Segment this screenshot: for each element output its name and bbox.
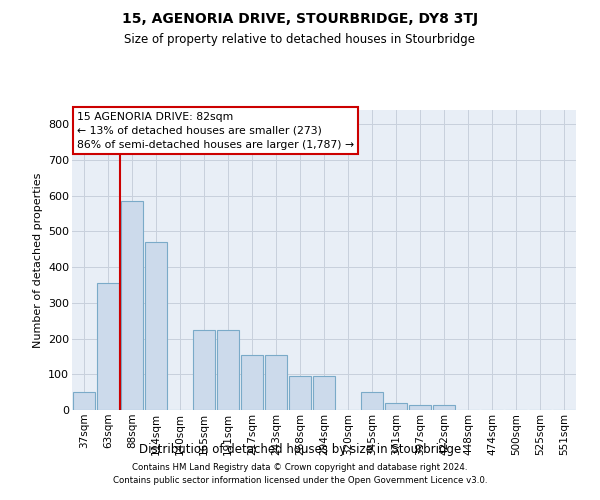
Text: 15 AGENORIA DRIVE: 82sqm
← 13% of detached houses are smaller (273)
86% of semi-: 15 AGENORIA DRIVE: 82sqm ← 13% of detach… (77, 112, 354, 150)
Bar (193, 330, 215, 410)
Bar (313, 376, 335, 410)
Bar (241, 354, 263, 410)
Bar (409, 404, 431, 410)
Text: Contains HM Land Registry data © Crown copyright and database right 2024.: Contains HM Land Registry data © Crown c… (132, 464, 468, 472)
Text: 15, AGENORIA DRIVE, STOURBRIDGE, DY8 3TJ: 15, AGENORIA DRIVE, STOURBRIDGE, DY8 3TJ (122, 12, 478, 26)
Bar (385, 403, 407, 410)
Bar (217, 330, 239, 410)
Bar (433, 404, 455, 410)
Y-axis label: Number of detached properties: Number of detached properties (32, 172, 43, 348)
Text: Distribution of detached houses by size in Stourbridge: Distribution of detached houses by size … (139, 442, 461, 456)
Text: Size of property relative to detached houses in Stourbridge: Size of property relative to detached ho… (125, 32, 476, 46)
Bar (97, 283, 119, 410)
Bar (73, 392, 95, 410)
Bar (361, 392, 383, 410)
Bar (145, 242, 167, 410)
Text: Contains public sector information licensed under the Open Government Licence v3: Contains public sector information licen… (113, 476, 487, 485)
Bar (265, 354, 287, 410)
Bar (121, 201, 143, 410)
Bar (289, 376, 311, 410)
